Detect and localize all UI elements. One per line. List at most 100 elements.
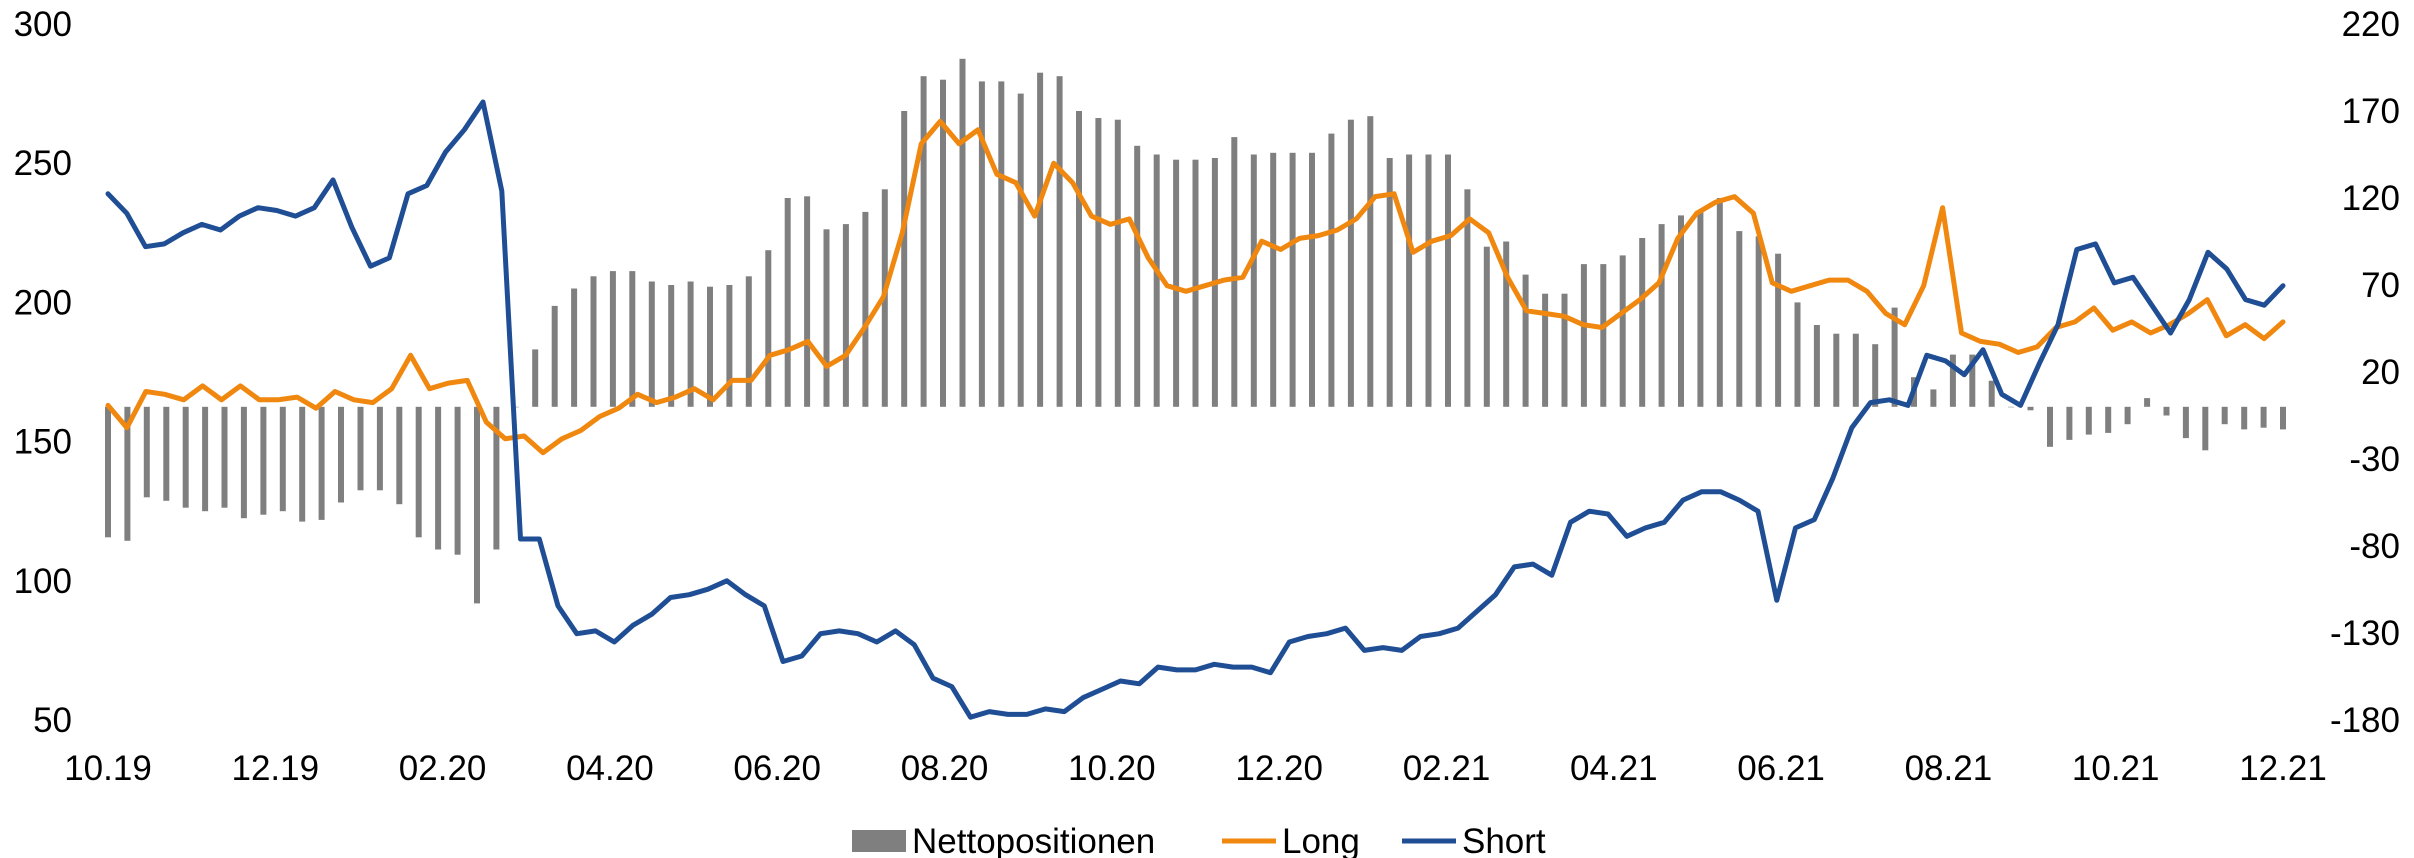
bar-nettopositionen-7: [240, 406, 247, 519]
bar-nettopositionen-33: [745, 276, 752, 407]
bar-nettopositionen-49: [1056, 76, 1063, 407]
bar-nettopositionen-41: [901, 111, 908, 407]
x-tick-label: 08.20: [901, 749, 989, 788]
bar-nettopositionen-38: [842, 224, 849, 407]
right-tick-label: 20: [2361, 353, 2400, 392]
x-tick-label: 10.20: [1068, 749, 1156, 788]
bar-nettopositionen-59: [1250, 154, 1257, 407]
bar-nettopositionen-78: [1619, 255, 1626, 407]
bar-nettopositionen-12: [338, 406, 344, 503]
x-tick-label: 12.20: [1235, 749, 1323, 788]
bar-nettopositionen-34: [765, 250, 772, 407]
bar-nettopositionen-107: [2182, 406, 2189, 439]
bar-nettopositionen-77: [1600, 264, 1607, 407]
bar-nettopositionen-35: [784, 198, 791, 407]
bar-nettopositionen-62: [1309, 152, 1315, 407]
bar-nettopositionen-88: [1813, 325, 1820, 407]
bar-nettopositionen-51: [1095, 118, 1102, 407]
left-tick-label: 200: [14, 283, 72, 322]
bar-nettopositionen-91: [1872, 344, 1879, 407]
x-tick-label: 04.20: [566, 749, 654, 788]
x-tick-label: 02.20: [399, 749, 487, 788]
bar-nettopositionen-4: [182, 406, 189, 508]
bar-nettopositionen-45: [978, 81, 985, 407]
bar-nettopositionen-106: [2163, 406, 2170, 416]
bar-nettopositionen-69: [1445, 154, 1451, 407]
bar-nettopositionen-1: [124, 406, 131, 541]
bar-nettopositionen-8: [260, 406, 267, 515]
legend: Nettopositionen Long Short: [852, 822, 1546, 858]
bar-nettopositionen-61: [1289, 152, 1296, 407]
bar-nettopositionen-63: [1328, 133, 1335, 407]
bar-nettopositionen-11: [318, 406, 325, 520]
x-tick-label: 12.19: [232, 749, 320, 788]
bar-nettopositionen-94: [1930, 389, 1937, 407]
bar-nettopositionen-3: [163, 406, 170, 501]
bar-nettopositionen-13: [357, 406, 364, 491]
bar-nettopositionen-72: [1503, 241, 1510, 407]
bar-nettopositionen-18: [454, 406, 461, 555]
bar-nettopositionen-27: [629, 271, 636, 407]
bar-nettopositionen-2: [143, 406, 150, 498]
bar-nettopositionen-23: [551, 305, 558, 407]
bar-nettopositionen-44: [959, 58, 966, 407]
bar-nettopositionen-22: [532, 349, 539, 407]
bar-nettopositionen-15: [396, 406, 403, 505]
bar-nettopositionen-48: [1037, 72, 1044, 407]
bar-nettopositionen-65: [1367, 116, 1374, 407]
legend-label-nettopositionen: Nettopositionen: [912, 822, 1155, 858]
bar-nettopositionen-24: [571, 288, 578, 407]
bar-nettopositionen-89: [1833, 333, 1840, 407]
line-series-group: [105, 99, 2286, 720]
bar-nettopositionen-17: [435, 406, 442, 550]
bar-nettopositionen-30: [687, 281, 694, 407]
x-tick-label: 02.21: [1403, 749, 1491, 788]
right-tick-label: -80: [2349, 527, 2400, 566]
bar-nettopositionen-14: [376, 406, 383, 491]
bar-nettopositionen-81: [1678, 215, 1684, 407]
bar-nettopositionen-31: [707, 286, 713, 407]
bar-nettopositionen-74: [1542, 293, 1549, 407]
bar-nettopositionen-102: [2085, 406, 2092, 435]
bar-nettopositionen-39: [862, 211, 869, 407]
bar-nettopositionen-100: [2047, 406, 2053, 447]
right-axis-tick-labels: 220 170 120 70 20 -30 -80 -130 -180: [2330, 5, 2400, 740]
legend-swatch-nettopositionen: [852, 830, 906, 852]
bar-nettopositionen-37: [823, 229, 830, 407]
bar-nettopositionen-67: [1406, 154, 1413, 407]
bar-nettopositionen-10: [299, 406, 306, 522]
bar-nettopositionen-82: [1697, 211, 1704, 407]
bar-nettopositionen-104: [2124, 406, 2131, 425]
bar-nettopositionen-19: [474, 406, 480, 604]
right-tick-label: -130: [2330, 614, 2400, 653]
bar-nettopositionen-66: [1386, 158, 1393, 407]
bar-nettopositionen-92: [1891, 307, 1898, 407]
legend-label-short: Short: [1462, 822, 1546, 858]
bar-nettopositionen-36: [804, 196, 811, 407]
bar-nettopositionen-64: [1347, 119, 1354, 407]
x-tick-label: 06.21: [1737, 749, 1825, 788]
bar-nettopositionen-5: [202, 406, 209, 512]
bar-nettopositionen-101: [2066, 406, 2073, 440]
bar-nettopositionen-108: [2202, 406, 2209, 451]
bar-nettopositionen-68: [1425, 154, 1432, 407]
bar-nettopositionen-0: [105, 406, 111, 538]
bar-nettopositionen-52: [1114, 119, 1121, 407]
left-tick-label: 50: [33, 701, 72, 740]
bar-nettopositionen-112: [2280, 406, 2286, 430]
right-tick-label: -180: [2330, 701, 2400, 740]
bar-nettopositionen-109: [2221, 406, 2228, 425]
bar-nettopositionen-90: [1852, 333, 1859, 407]
x-axis-tick-labels: 10.19 12.19 02.20 04.20 06.20 08.20 10.20 12.20…: [64, 749, 2327, 788]
bar-nettopositionen-103: [2105, 406, 2112, 433]
left-tick-label: 150: [14, 423, 72, 462]
bar-nettopositionen-47: [1017, 93, 1024, 407]
bar-nettopositionen-20: [493, 406, 500, 550]
bar-nettopositionen-99: [2027, 406, 2034, 411]
right-tick-label: 120: [2342, 179, 2400, 218]
x-tick-label: 10.21: [2072, 749, 2160, 788]
bar-nettopositionen-55: [1173, 159, 1180, 407]
bar-nettopositionen-97: [1988, 380, 1995, 407]
bar-nettopositionen-98: [2008, 406, 2015, 408]
left-tick-label: 250: [14, 144, 72, 183]
